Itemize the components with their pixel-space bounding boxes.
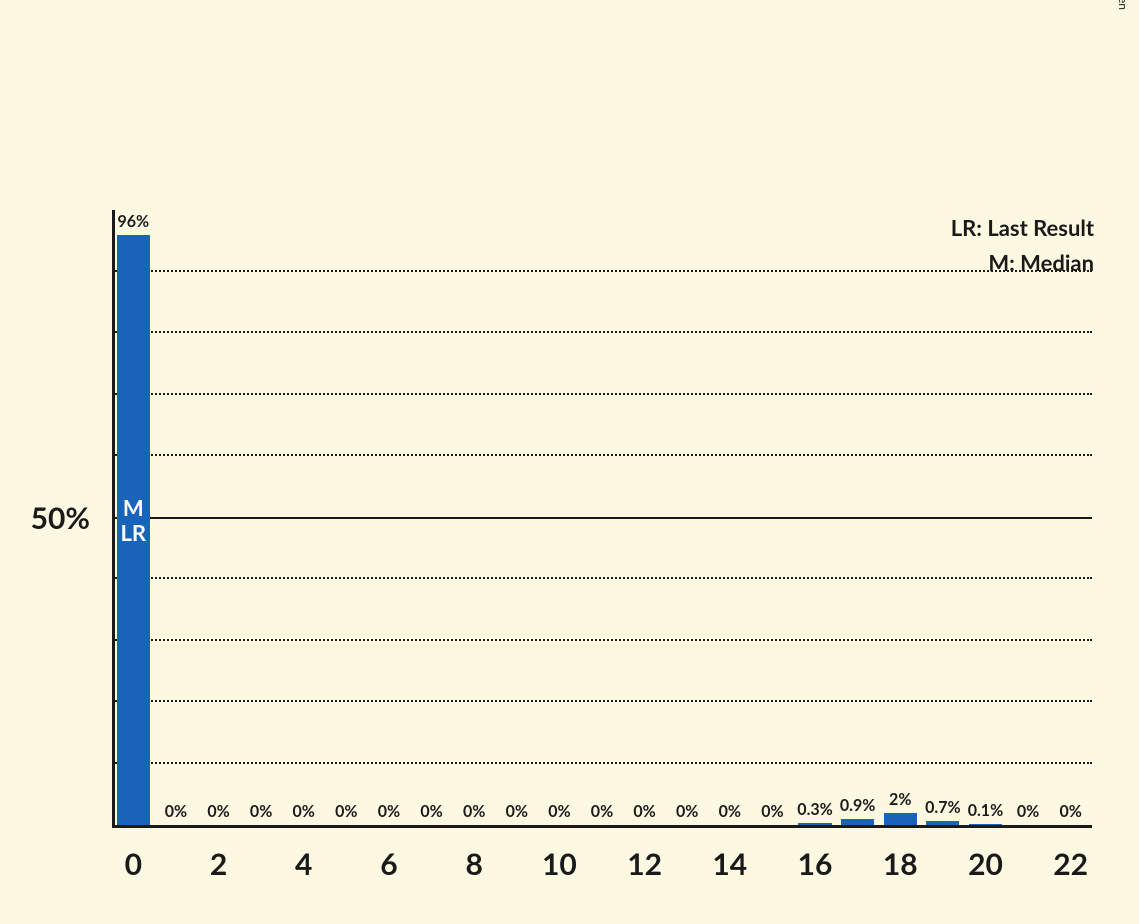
bar-value-label: 0.3% <box>797 800 832 819</box>
x-tick-label: 14 <box>712 846 747 882</box>
bar-value-label: 0% <box>378 802 400 821</box>
bar-value-label: 0% <box>293 802 315 821</box>
x-tick-label: 8 <box>465 846 482 882</box>
x-tick-label: 12 <box>627 846 662 882</box>
annotation-lr: LR <box>117 520 150 545</box>
grid-line <box>112 393 1092 395</box>
bar-value-label: 0.7% <box>925 798 960 817</box>
x-tick-label: 6 <box>380 846 397 882</box>
bar-value-label: 0.9% <box>840 796 875 815</box>
bar-value-label: 0.1% <box>968 801 1003 820</box>
y-tick-label: 50% <box>31 500 90 536</box>
x-tick-label: 20 <box>968 846 1003 882</box>
grid-line <box>112 762 1092 764</box>
grid-line <box>112 270 1092 272</box>
bar <box>841 819 874 825</box>
bar-value-label: 0% <box>676 802 698 821</box>
bar-value-label: 0% <box>633 802 655 821</box>
bar <box>798 823 831 825</box>
bar-value-label: 0% <box>548 802 570 821</box>
grid-line <box>112 639 1092 641</box>
x-tick-label: 0 <box>125 846 142 882</box>
mid-line <box>112 517 1092 519</box>
grid-line <box>112 577 1092 579</box>
bar-value-label: 0% <box>506 802 528 821</box>
bar-value-label: 0% <box>719 802 741 821</box>
bar <box>969 824 1002 825</box>
bar-value-label: 0% <box>250 802 272 821</box>
x-tick-label: 22 <box>1053 846 1088 882</box>
bar-value-label: 0% <box>207 802 229 821</box>
bar-value-label: 0% <box>420 802 442 821</box>
bar <box>884 813 917 825</box>
x-axis-line <box>112 825 1092 828</box>
bar-value-label: 0% <box>1059 802 1081 821</box>
bar-value-label: 2% <box>889 790 911 809</box>
grid-line <box>112 700 1092 702</box>
annotation-m: M <box>117 495 150 520</box>
bar-value-label: 0% <box>335 802 357 821</box>
y-axis-line <box>112 210 115 828</box>
bar-value-label: 0% <box>1017 802 1039 821</box>
grid-line <box>112 454 1092 456</box>
plot-area: 50%024681012141618202296%0%0%0%0%0%0%0%0… <box>112 210 1092 828</box>
x-tick-label: 2 <box>210 846 227 882</box>
bar-value-label: 0% <box>761 802 783 821</box>
x-tick-label: 4 <box>295 846 312 882</box>
bar <box>926 821 959 825</box>
copyright-text: © 2021 Filip van Laenen <box>1116 0 1131 10</box>
grid-line <box>112 331 1092 333</box>
x-tick-label: 10 <box>542 846 577 882</box>
bar-value-label: 0% <box>591 802 613 821</box>
bar-value-label: 0% <box>463 802 485 821</box>
bar-annotation: MLR <box>117 495 150 546</box>
bar-value-label: 96% <box>117 212 149 231</box>
x-tick-label: 16 <box>798 846 833 882</box>
bar-value-label: 0% <box>165 802 187 821</box>
x-tick-label: 18 <box>883 846 918 882</box>
